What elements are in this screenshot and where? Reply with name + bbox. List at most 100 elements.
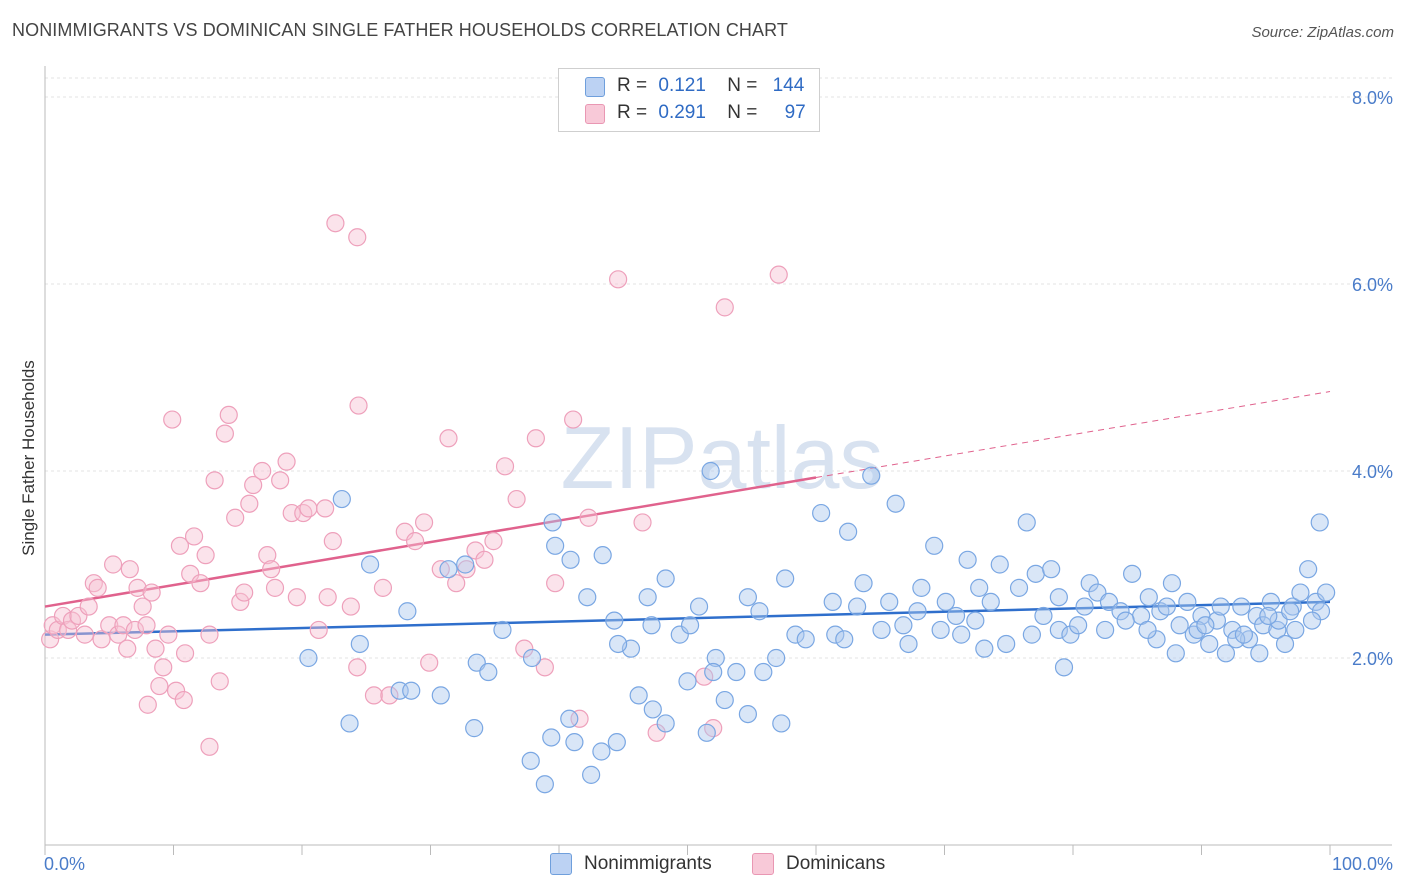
point-dominicans <box>439 429 458 448</box>
point-dominicans <box>120 560 139 579</box>
point-nonimmigrants <box>1268 620 1287 640</box>
point-dominicans <box>431 560 450 579</box>
point-dominicans <box>535 658 554 677</box>
point-nonimmigrants <box>1116 611 1135 630</box>
point-dominicans <box>326 214 345 233</box>
point-dominicans <box>200 625 219 644</box>
source-label: Source: ZipAtlas.com <box>1251 24 1394 41</box>
point-dominicans <box>414 513 434 532</box>
point-dominicans <box>570 709 589 728</box>
x-tick-label: 100.0% <box>1332 854 1393 874</box>
point-dominicans <box>133 597 152 616</box>
point-nonimmigrants <box>629 686 648 705</box>
point-nonimmigrants <box>642 616 661 635</box>
point-nonimmigrants <box>1138 620 1157 640</box>
point-dominicans <box>609 270 628 289</box>
point-nonimmigrants <box>981 592 1000 612</box>
point-nonimmigrants <box>738 704 757 724</box>
point-nonimmigrants <box>609 634 628 654</box>
point-nonimmigrants <box>560 709 579 728</box>
point-dominicans <box>240 494 259 513</box>
point-dominicans <box>53 606 73 626</box>
legend-n-value: 97 <box>784 102 806 123</box>
point-dominicans <box>41 630 60 649</box>
point-nonimmigrants <box>1096 620 1115 640</box>
point-dominicans <box>191 574 210 593</box>
point-nonimmigrants <box>1178 592 1197 612</box>
point-nonimmigrants <box>350 634 369 654</box>
legend-r-label: R = <box>617 75 648 96</box>
point-nonimmigrants <box>970 578 989 597</box>
point-dominicans <box>633 513 652 532</box>
point-nonimmigrants <box>1139 588 1158 607</box>
point-nonimmigrants <box>1123 564 1142 583</box>
point-dominicans <box>349 396 368 415</box>
point-dominicans <box>447 574 466 593</box>
point-dominicans <box>277 452 296 471</box>
point-dominicans <box>546 574 565 593</box>
point-nonimmigrants <box>812 503 831 523</box>
point-nonimmigrants <box>1080 574 1099 593</box>
point-dominicans <box>109 625 128 644</box>
axes: 2.0% 4.0% 6.0% 8.0% 0.0% 100.0% <box>44 66 1393 874</box>
point-nonimmigrants <box>680 616 700 635</box>
bottom-legend-label: Nonimmigrants <box>584 853 712 874</box>
point-nonimmigrants <box>398 602 417 621</box>
point-nonimmigrants <box>936 592 955 612</box>
point-dominicans <box>271 471 290 490</box>
point-nonimmigrants <box>332 489 351 509</box>
bottom-legend-label: Dominicans <box>786 853 886 874</box>
point-dominicans <box>373 578 393 597</box>
point-nonimmigrants <box>402 681 421 700</box>
point-dominicans <box>142 583 161 602</box>
point-dominicans <box>150 676 169 696</box>
point-dominicans <box>380 686 399 705</box>
point-dominicans <box>175 644 195 663</box>
point-nonimmigrants <box>1250 644 1269 663</box>
bottom-legend-swatch-blue <box>550 853 572 875</box>
point-nonimmigrants <box>997 634 1016 654</box>
point-dominicans <box>244 475 263 495</box>
point-nonimmigrants <box>738 588 757 607</box>
point-nonimmigrants <box>689 597 709 616</box>
point-nonimmigrants <box>1049 588 1068 607</box>
point-nonimmigrants <box>727 662 746 682</box>
point-nonimmigrants <box>767 648 786 668</box>
point-nonimmigrants <box>990 555 1009 574</box>
point-dominicans <box>484 532 503 551</box>
point-nonimmigrants <box>894 616 913 635</box>
data-points <box>41 214 1336 794</box>
point-nonimmigrants <box>546 536 565 555</box>
point-nonimmigrants <box>1017 513 1036 532</box>
point-dominicans <box>695 667 714 686</box>
point-nonimmigrants <box>638 588 657 607</box>
point-dominicans <box>166 681 186 700</box>
point-nonimmigrants <box>678 672 697 691</box>
point-dominicans <box>104 555 123 574</box>
point-nonimmigrants <box>1196 616 1215 635</box>
point-dominicans <box>564 410 583 429</box>
point-dominicans <box>79 597 98 616</box>
point-nonimmigrants <box>643 700 662 719</box>
point-nonimmigrants <box>1261 592 1280 612</box>
point-dominicans <box>526 429 545 448</box>
point-nonimmigrants <box>1223 620 1242 640</box>
point-dominicans <box>196 546 215 565</box>
point-nonimmigrants <box>578 588 597 607</box>
point-nonimmigrants <box>966 611 985 630</box>
point-dominicans <box>769 265 788 284</box>
point-nonimmigrants <box>862 466 881 485</box>
point-dominicans <box>258 546 277 565</box>
point-dominicans <box>316 499 335 518</box>
point-dominicans <box>715 298 734 317</box>
point-dominicans <box>323 532 342 551</box>
point-nonimmigrants <box>872 620 891 640</box>
point-nonimmigrants <box>521 751 540 770</box>
point-nonimmigrants <box>925 536 944 555</box>
trend-line-dominicans <box>44 476 817 608</box>
point-nonimmigrants <box>1022 625 1041 644</box>
point-dominicans <box>174 690 193 710</box>
correlation-legend: R = 0.121 N = 144 R = 0.291 N = 97 <box>558 68 820 132</box>
point-nonimmigrants <box>848 597 867 616</box>
